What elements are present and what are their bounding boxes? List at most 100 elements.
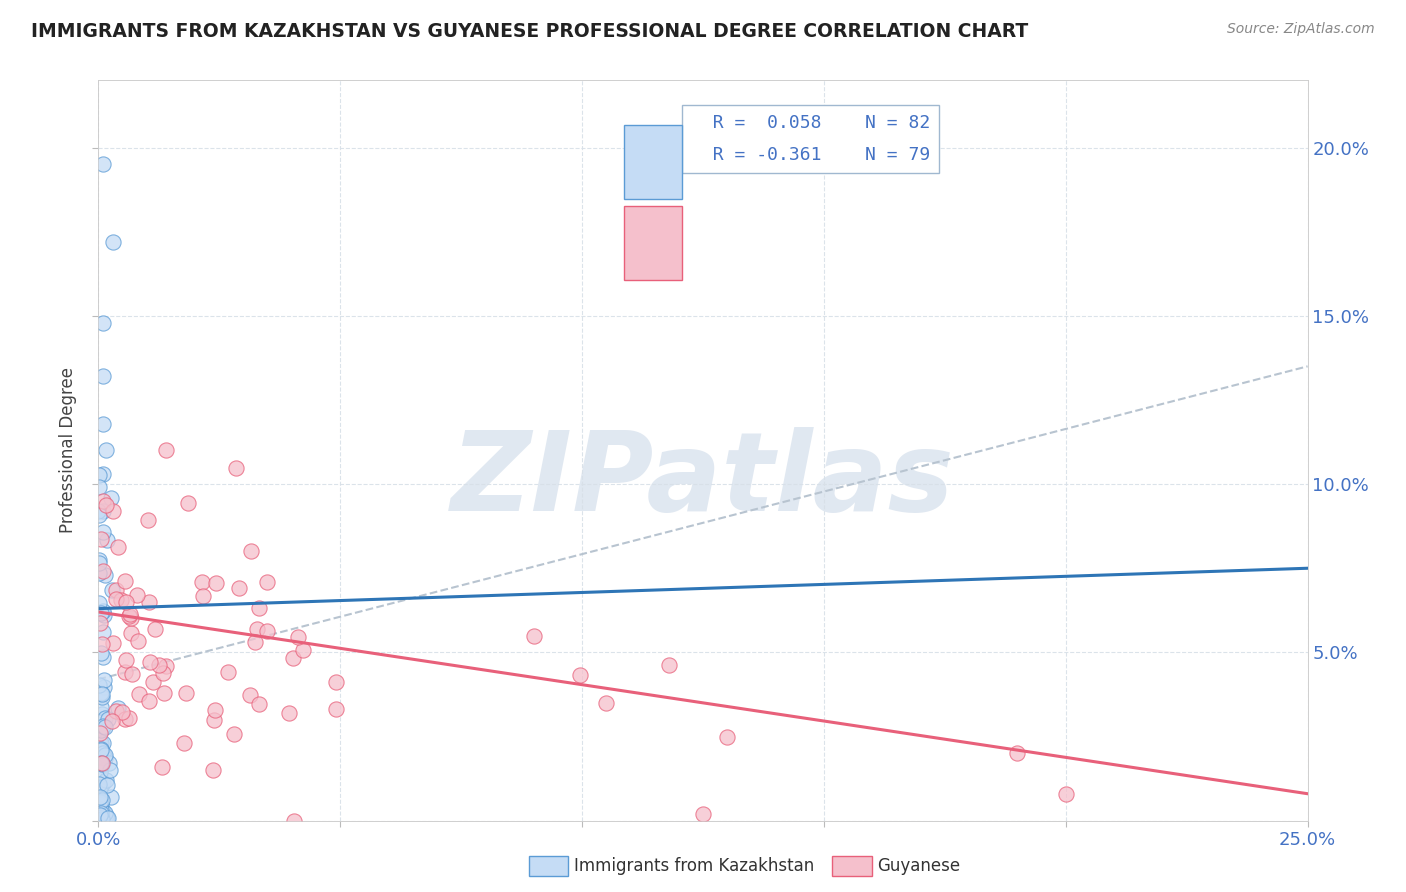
Point xyxy=(90,742,112,756)
Point xyxy=(101,636,124,650)
Point xyxy=(91,804,114,818)
Point xyxy=(247,600,270,615)
Point xyxy=(120,626,142,640)
Point xyxy=(97,756,120,770)
Point xyxy=(692,806,714,821)
Text: Source: ZipAtlas.com: Source: ZipAtlas.com xyxy=(1227,22,1375,37)
Point xyxy=(91,467,114,481)
Point xyxy=(93,673,115,687)
Point xyxy=(224,727,246,741)
Point xyxy=(114,665,136,679)
Point xyxy=(91,625,114,640)
Point xyxy=(204,576,226,591)
Point xyxy=(91,707,114,722)
Point xyxy=(228,581,250,595)
Point xyxy=(87,777,110,791)
Point xyxy=(127,634,149,648)
Point xyxy=(96,533,118,547)
Point xyxy=(89,678,111,692)
Point xyxy=(1054,787,1077,801)
Point xyxy=(89,726,111,740)
Point xyxy=(176,685,198,699)
Point xyxy=(283,814,305,828)
Point xyxy=(595,696,617,710)
Point xyxy=(90,690,112,705)
Point xyxy=(96,778,118,792)
Point xyxy=(89,770,111,784)
Point xyxy=(91,687,114,701)
Point xyxy=(90,756,112,770)
Point xyxy=(148,658,170,673)
Point xyxy=(246,622,269,636)
Point xyxy=(91,369,114,384)
Point xyxy=(87,566,110,580)
FancyBboxPatch shape xyxy=(624,206,682,280)
Point xyxy=(256,624,278,638)
Point xyxy=(89,808,111,822)
Point xyxy=(225,460,247,475)
Point xyxy=(87,508,110,522)
Point xyxy=(91,494,114,508)
Point xyxy=(89,756,111,770)
Point xyxy=(104,704,127,718)
Point xyxy=(569,668,592,682)
Point xyxy=(138,693,160,707)
Point xyxy=(93,776,115,790)
Point xyxy=(204,703,226,717)
Point xyxy=(138,656,160,670)
Point xyxy=(104,591,127,606)
Point xyxy=(291,642,314,657)
Point xyxy=(90,606,112,620)
Point xyxy=(97,712,120,726)
Point xyxy=(100,790,122,805)
Point xyxy=(1007,747,1029,761)
Point xyxy=(87,553,110,567)
Point xyxy=(87,741,110,756)
Point xyxy=(136,513,159,527)
Point xyxy=(96,809,118,823)
Point xyxy=(114,574,136,588)
Point xyxy=(91,417,114,431)
Point xyxy=(90,532,112,546)
Point xyxy=(91,524,114,539)
Point xyxy=(90,723,112,738)
Point xyxy=(87,556,110,570)
Point xyxy=(89,789,111,804)
Point xyxy=(94,773,117,788)
Point xyxy=(97,811,120,825)
Point xyxy=(94,443,117,458)
Point xyxy=(90,803,112,817)
Point xyxy=(142,674,165,689)
Point xyxy=(114,712,136,726)
Point xyxy=(87,504,110,518)
Point xyxy=(91,747,114,761)
Point xyxy=(523,628,546,642)
Point xyxy=(90,688,112,702)
Point xyxy=(89,782,111,797)
Point xyxy=(115,595,138,609)
Point xyxy=(93,607,115,622)
Point xyxy=(93,748,115,763)
Point xyxy=(89,794,111,808)
Point xyxy=(91,719,114,733)
Point xyxy=(90,797,112,811)
Text: R =  0.058    N = 82
  R = -0.361    N = 79: R = 0.058 N = 82 R = -0.361 N = 79 xyxy=(690,113,931,163)
Point xyxy=(93,605,115,619)
Point xyxy=(94,711,117,725)
Point xyxy=(325,674,347,689)
Text: Guyanese: Guyanese xyxy=(877,857,960,875)
Point xyxy=(89,796,111,810)
Point xyxy=(191,589,214,603)
Point xyxy=(202,763,225,777)
Point xyxy=(150,760,173,774)
Point xyxy=(91,720,114,734)
Point xyxy=(89,616,111,631)
Point xyxy=(89,780,111,795)
Text: Immigrants from Kazakhstan: Immigrants from Kazakhstan xyxy=(574,857,814,875)
Point xyxy=(173,736,195,750)
Point xyxy=(155,443,177,458)
Point xyxy=(96,811,118,825)
Point xyxy=(90,756,112,771)
Point xyxy=(104,583,127,598)
Point xyxy=(90,686,112,700)
